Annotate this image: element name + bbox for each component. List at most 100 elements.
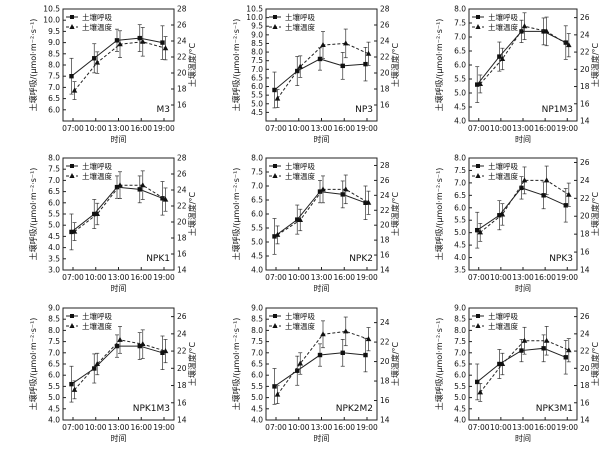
marker-triangle — [274, 95, 281, 101]
y-left-tick-label: 6.5 — [48, 94, 60, 103]
y-right-tick-label: 20 — [380, 221, 390, 230]
y-left-tick-label: 9.0 — [454, 304, 466, 313]
y-right-tick-label: 14 — [580, 117, 590, 126]
panel-label: NPK1M3 — [133, 404, 170, 414]
y-right-tick-label: 26 — [580, 158, 590, 167]
legend-marker-square — [70, 164, 74, 168]
marker-square — [69, 381, 74, 387]
marker-square — [340, 192, 345, 197]
marker-triangle — [543, 28, 550, 34]
y-left-tick-label: 5.0 — [251, 393, 263, 402]
x-axis-label: 时间 — [515, 433, 531, 443]
y-right-axis-label: 土壤温度/°C — [187, 191, 197, 236]
marker-square — [563, 203, 568, 208]
legend-marker-square — [273, 15, 277, 19]
y-right-axis-label: 土壤温度/°C — [590, 42, 600, 87]
marker-square — [475, 379, 480, 385]
marker-triangle — [365, 199, 372, 205]
y-left-tick-label: 4.5 — [251, 404, 263, 413]
y-left-tick-label: 8.5 — [251, 315, 263, 324]
y-right-tick-label: 20 — [177, 218, 187, 227]
x-tick-label: 10:00 — [85, 124, 107, 133]
marker-square — [114, 38, 120, 43]
y-left-axis-label: 土壤呼吸/(μmol·m⁻²·s⁻¹) — [434, 19, 444, 112]
legend-marker-triangle — [475, 173, 481, 178]
x-tick-label: 07:00 — [265, 124, 287, 133]
y-left-axis-label: 土壤呼吸/(μmol·m⁻²·s⁻¹) — [434, 318, 444, 411]
y-left-tick-label: 7.5 — [251, 337, 263, 346]
marker-triangle — [342, 328, 349, 334]
marker-triangle — [117, 182, 123, 188]
marker-square — [92, 56, 97, 61]
y-right-tick-label: 16 — [580, 248, 590, 257]
y-left-axis-label: 土壤呼吸/(μmol·m⁻²·s⁻¹) — [28, 19, 38, 112]
marker-square — [363, 352, 368, 358]
y-left-tick-label: 7.0 — [251, 65, 263, 74]
y-right-axis-label: 土壤温度/°C — [390, 341, 400, 386]
y-left-tick-label: 7.0 — [454, 33, 466, 42]
legend-label-soil-respiration: 土壤呼吸 — [285, 311, 315, 321]
y-right-tick-label: 24 — [580, 176, 590, 185]
y-left-tick-label: 4.5 — [251, 108, 263, 117]
legend-label-soil-respiration: 土壤呼吸 — [488, 311, 518, 321]
y-right-tick-label: 26 — [380, 21, 390, 30]
y-left-tick-label: 4.0 — [251, 266, 263, 275]
y-left-tick-label: 8.0 — [251, 48, 263, 57]
y-right-tick-label: 22 — [177, 53, 187, 62]
y-left-tick-label: 7.5 — [48, 72, 60, 81]
y-right-tick-label: 16 — [380, 251, 390, 260]
y-right-axis-label: 土壤温度/°C — [390, 191, 400, 236]
y-left-tick-label: 6.0 — [251, 210, 263, 219]
y-left-tick-label: 3.5 — [48, 254, 60, 263]
panel-label: NPK3 — [549, 254, 573, 264]
legend-label-soil-temperature: 土壤温度 — [82, 22, 112, 32]
marker-triangle — [297, 216, 304, 222]
x-tick-label: 19:00 — [556, 423, 578, 432]
y-right-axis-label: 土壤温度/°C — [590, 341, 600, 386]
legend-marker-square — [273, 164, 277, 168]
legend-marker-square — [70, 314, 74, 318]
legend-marker-square — [476, 314, 480, 318]
marker-square — [92, 211, 97, 217]
y-left-tick-label: 5.5 — [48, 382, 60, 391]
y-left-axis-label: 土壤呼吸/(μmol·m⁻²·s⁻¹) — [28, 318, 38, 411]
y-left-tick-label: 6.0 — [48, 105, 60, 114]
y-right-tick-label: 26 — [580, 13, 590, 22]
y-right-tick-label: 20 — [580, 364, 590, 373]
y-left-tick-label: 10.5 — [246, 5, 263, 14]
panel-label: NPK3M1 — [536, 404, 573, 414]
y-left-tick-label: 9.0 — [48, 304, 60, 313]
marker-triangle — [162, 45, 169, 51]
x-tick-label: 16:00 — [534, 124, 556, 133]
x-axis-label: 时间 — [314, 134, 330, 144]
legend-label-soil-respiration: 土壤呼吸 — [285, 161, 315, 171]
marker-triangle — [499, 55, 506, 61]
x-tick-label: 16:00 — [333, 423, 355, 432]
marker-triangle — [565, 191, 572, 197]
marker-triangle — [320, 331, 326, 337]
y-right-tick-label: 18 — [580, 381, 590, 390]
marker-triangle — [365, 336, 372, 342]
y-right-tick-label: 16 — [177, 398, 187, 407]
marker-triangle — [117, 336, 123, 342]
y-left-tick-label: 4.5 — [454, 404, 466, 413]
marker-square — [563, 355, 568, 360]
y-left-tick-label: 6.5 — [251, 73, 263, 82]
y-left-tick-label: 5.5 — [251, 224, 263, 233]
x-tick-label: 19:00 — [153, 423, 175, 432]
x-tick-label: 16:00 — [534, 273, 556, 282]
y-right-tick-label: 20 — [580, 212, 590, 221]
marker-square — [363, 200, 368, 205]
legend-label-soil-respiration: 土壤呼吸 — [82, 12, 112, 22]
y-left-tick-label: 7.5 — [454, 166, 466, 175]
y-left-tick-label: 10.0 — [246, 13, 263, 22]
chart-panel-npk3: 07:00 10:00 13:00 16:00 19:00 时间 3.5 4.0 4.5 5.0 5… — [434, 154, 600, 294]
marker-triangle — [565, 347, 572, 353]
y-left-tick-label: 4.5 — [48, 404, 60, 413]
x-tick-label: 13:00 — [108, 124, 130, 133]
y-left-tick-label: 7.5 — [48, 337, 60, 346]
legend-marker-triangle — [69, 173, 75, 178]
marker-square — [137, 343, 142, 349]
marker-square — [114, 184, 120, 190]
